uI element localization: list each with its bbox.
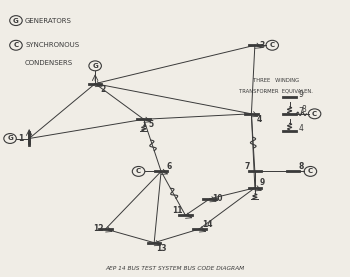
Text: AEP 14 BUS TEST SYSTEM BUS CODE DIAGRAM: AEP 14 BUS TEST SYSTEM BUS CODE DIAGRAM bbox=[105, 266, 245, 271]
Text: C: C bbox=[13, 42, 19, 48]
Text: G: G bbox=[7, 135, 13, 142]
Text: G: G bbox=[92, 63, 98, 69]
Text: 4: 4 bbox=[257, 115, 262, 124]
Text: 8: 8 bbox=[302, 105, 307, 114]
Text: 1: 1 bbox=[18, 134, 23, 143]
Text: THREE   WINDING: THREE WINDING bbox=[253, 78, 299, 83]
Text: C: C bbox=[136, 168, 141, 175]
Text: 6: 6 bbox=[166, 162, 172, 171]
Text: GENERATORS: GENERATORS bbox=[25, 17, 72, 24]
Text: 8: 8 bbox=[298, 162, 303, 171]
Text: C: C bbox=[312, 111, 317, 117]
Text: 13: 13 bbox=[156, 244, 167, 253]
Text: 7: 7 bbox=[245, 162, 250, 171]
Text: 2: 2 bbox=[100, 85, 105, 94]
Text: C: C bbox=[308, 168, 313, 175]
Text: G: G bbox=[13, 17, 19, 24]
Text: SYNCHRONOUS: SYNCHRONOUS bbox=[25, 42, 79, 48]
Text: 9: 9 bbox=[260, 178, 265, 188]
Text: TRANSFORMER  EQUIVALEN.: TRANSFORMER EQUIVALEN. bbox=[239, 88, 313, 93]
Text: 12: 12 bbox=[93, 224, 103, 234]
Text: 14: 14 bbox=[202, 220, 212, 229]
Text: 5: 5 bbox=[149, 120, 154, 129]
Text: 10: 10 bbox=[212, 194, 223, 203]
Text: 4: 4 bbox=[298, 124, 303, 133]
Text: 9: 9 bbox=[298, 90, 303, 99]
Text: 7: 7 bbox=[298, 107, 303, 116]
Text: C: C bbox=[270, 42, 275, 48]
Text: CONDENSERS: CONDENSERS bbox=[25, 60, 73, 66]
Text: 3: 3 bbox=[260, 41, 265, 50]
Text: 11: 11 bbox=[173, 206, 183, 215]
